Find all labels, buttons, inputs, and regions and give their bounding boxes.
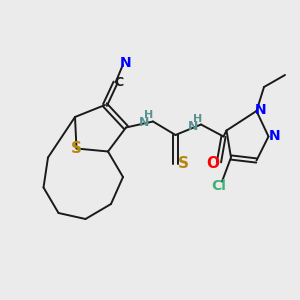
Text: N: N <box>188 119 199 133</box>
Text: O: O <box>206 156 220 171</box>
Text: N: N <box>255 103 267 116</box>
Text: S: S <box>178 156 188 171</box>
Text: H: H <box>144 110 153 121</box>
Text: S: S <box>71 141 82 156</box>
Text: H: H <box>194 113 202 124</box>
Text: N: N <box>269 130 280 143</box>
Text: N: N <box>120 56 132 70</box>
Text: Cl: Cl <box>212 179 226 193</box>
Text: N: N <box>139 116 149 130</box>
Text: C: C <box>114 76 123 89</box>
